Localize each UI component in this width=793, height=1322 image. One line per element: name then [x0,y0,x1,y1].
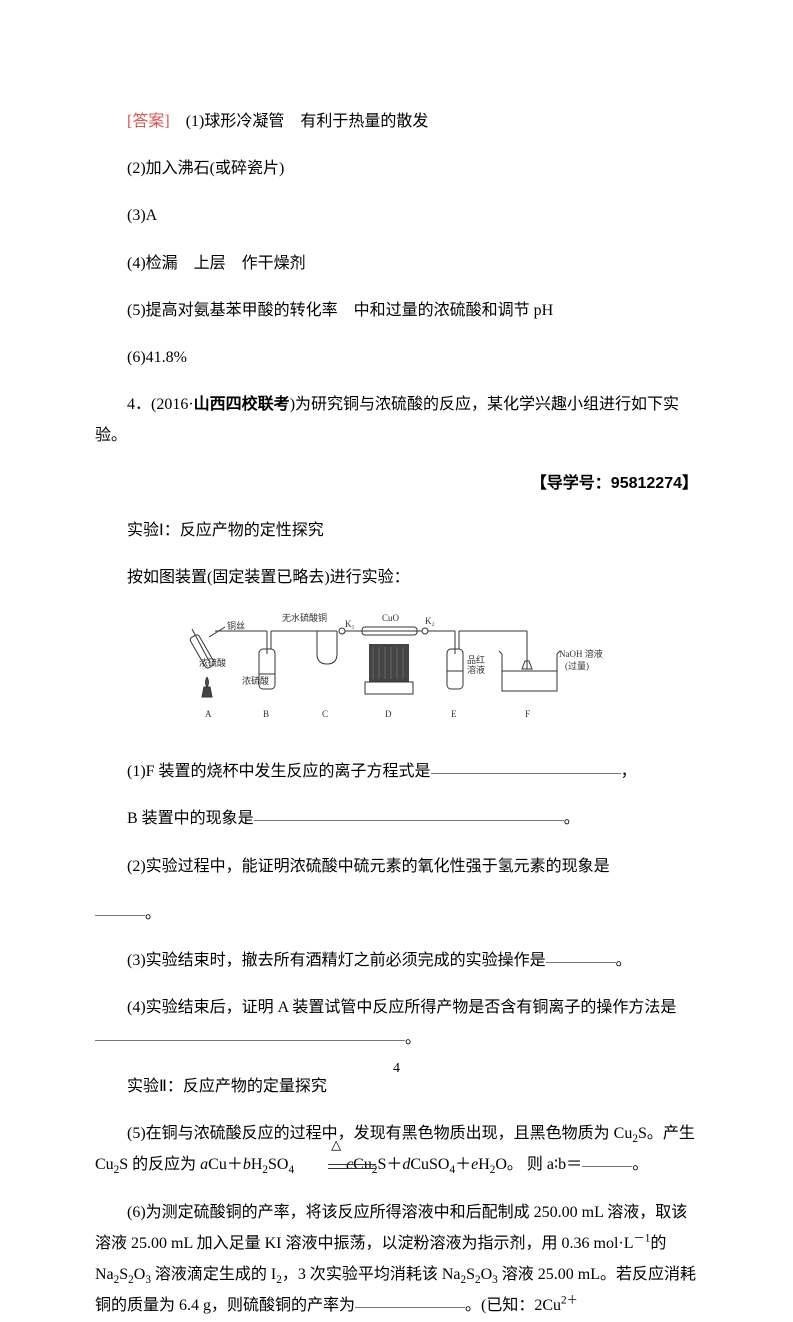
apparatus-figure: 铜丝 浓硫酸 A 浓硫酸 B 无水硫酸铜 K₁ [95,609,698,740]
eq-ratio: a∶b＝ [547,1156,582,1173]
q3-line: (3)实验结束时，撤去所有酒精灯之前必须完成的实验操作是 。 [95,945,698,976]
eq-splus: S＋ [377,1156,402,1173]
ans2: (2)加入沸石(或碎瓷片) [95,153,698,184]
q2a-line: (2)实验过程中，能证明浓硫酸中硫元素的氧化性强于氢元素的现象是 [95,851,698,882]
q3-text: (3)实验结束时，撤去所有酒精灯之前必须完成的实验操作是 [127,952,546,969]
fig-lbl-naoh: NaOH 溶液 [559,648,603,659]
answer-label: [答案] [127,113,170,130]
q1b-text: B 装置中的现象是 [127,810,254,827]
q2b-suffix: 。 [145,905,161,922]
q1a-suffix: ， [621,763,637,780]
blank-q5 [582,1165,632,1167]
q4-stem: 4．(2016·山西四校联考)为研究铜与浓硫酸的反应，某化学兴趣小组进行如下实验… [95,389,698,451]
fig-lbl-C: C [322,709,328,719]
q4b-suffix: 。 [405,1030,421,1047]
fig-lbl-fuchsin2: 溶液 [467,664,485,675]
fig-lbl-k1: K₁ [345,619,355,629]
q6-text4: ，3 次实验平均消耗该 Na [282,1266,461,1283]
guide-number: 【导学号：95812274】 [95,468,698,499]
ans5: (5)提高对氨基苯甲酸的转化率 中和过量的浓硫酸和调节 pH [95,295,698,326]
eq-d: d [402,1156,410,1173]
fig-lbl-excess: (过量) [565,660,589,671]
fig-lbl-copper-wire: 铜丝 [227,620,245,631]
eq-o: O。 则 [495,1156,547,1173]
q5-suffix: 。 [632,1156,648,1173]
q2b-line: 。 [95,898,698,929]
page-container: [答案] (1)球形冷凝管 有利于热量的散发 (2)加入沸石(或碎瓷片) (3)… [0,0,793,1122]
q6-suffix: 。(已知：2Cu [465,1297,561,1314]
answer-line-1: [答案] (1)球形冷凝管 有利于热量的散发 [95,106,698,137]
q1a-text: (1)F 装置的烧杯中发生反应的离子方程式是 [127,763,431,780]
eq-cu: Cu＋ [208,1156,243,1173]
q1b-line: B 装置中的现象是 。 [95,803,698,834]
q6-text3: 溶液滴定生成的 I [151,1266,276,1283]
apparatus-svg: 铜丝 浓硫酸 A 浓硫酸 B 无水硫酸铜 K₁ [187,609,607,729]
eq-cuso4: CuSO [410,1156,449,1173]
q4-prefix: 4．(2016· [127,396,194,413]
ans6: (6)41.8% [95,342,698,373]
exp1-desc: 按如图装置(固定装置已略去)进行实验： [95,562,698,593]
fig-lbl-D: D [385,709,392,719]
fig-lbl-A: A [205,709,212,719]
fig-lbl-F: F [525,709,530,719]
fig-lbl-k2: K₂ [425,616,435,626]
blank-q4 [95,1039,405,1041]
blank-q1a [431,772,621,774]
page-number: 4 [0,1055,793,1082]
q1b-suffix: 。 [564,810,580,827]
q4a-line: (4)实验结束后，证明 A 装置试管中反应所得产物是否含有铜离子的操作方法是。 [95,992,698,1054]
ans4: (4)检漏 上层 作干燥剂 [95,248,698,279]
eq-e: e [471,1156,478,1173]
q6-text1: (6)为测定硫酸铜的产率，将该反应所得溶液中和后配制成 250.00 mL 溶液… [95,1204,687,1252]
blank-q3 [546,961,616,963]
q1a-line: (1)F 装置的烧杯中发生反应的离子方程式是 ， [95,756,698,787]
eq-so4: SO [268,1156,288,1173]
exp1-title: 实验Ⅰ：反应产物的定性探究 [95,515,698,546]
fig-lbl-concentrated-a: 浓硫酸 [199,657,226,668]
q6-text2b: S [119,1266,128,1283]
blank-q2 [95,914,145,916]
q5-text3: S 的反应为 [119,1156,200,1173]
fig-lbl-anhydrous: 无水硫酸铜 [282,612,327,623]
blank-q6 [355,1306,465,1308]
q6-text2c: O [134,1266,146,1283]
eq-h2o: H [478,1156,490,1173]
q4-source: 山西四校联考 [194,396,290,413]
q5-text1: (5)在铜与浓硫酸反应的过程中，发现有黑色物质出现，且黑色物质为 Cu [127,1125,632,1142]
blank-q1b [254,819,564,821]
q4a-text: (4)实验结束后，证明 A 装置试管中反应所得产物是否含有铜离子的操作方法是 [127,999,676,1016]
fig-lbl-concentrated-b: 浓硫酸 [242,675,269,686]
eq-a: a [200,1156,208,1173]
fig-lbl-B: B [263,709,269,719]
q6-line: (6)为测定硫酸铜的产率，将该反应所得溶液中和后配制成 250.00 mL 溶液… [95,1197,698,1322]
eq-h: H [251,1156,263,1173]
fig-lbl-E: E [451,709,457,719]
fig-lbl-cuo: CuO [382,613,400,623]
fig-lbl-fuchsin1: 品红 [467,654,485,665]
q5-line: (5)在铜与浓硫酸反应的过程中，发现有黑色物质出现，且黑色物质为 Cu2S。产生… [95,1118,698,1181]
eq-b: b [243,1156,251,1173]
q3-suffix: 。 [616,952,632,969]
ans1-text: (1)球形冷凝管 有利于热量的散发 [186,113,429,130]
ans3: (3)A [95,200,698,231]
eq-plus: ＋ [455,1156,471,1173]
